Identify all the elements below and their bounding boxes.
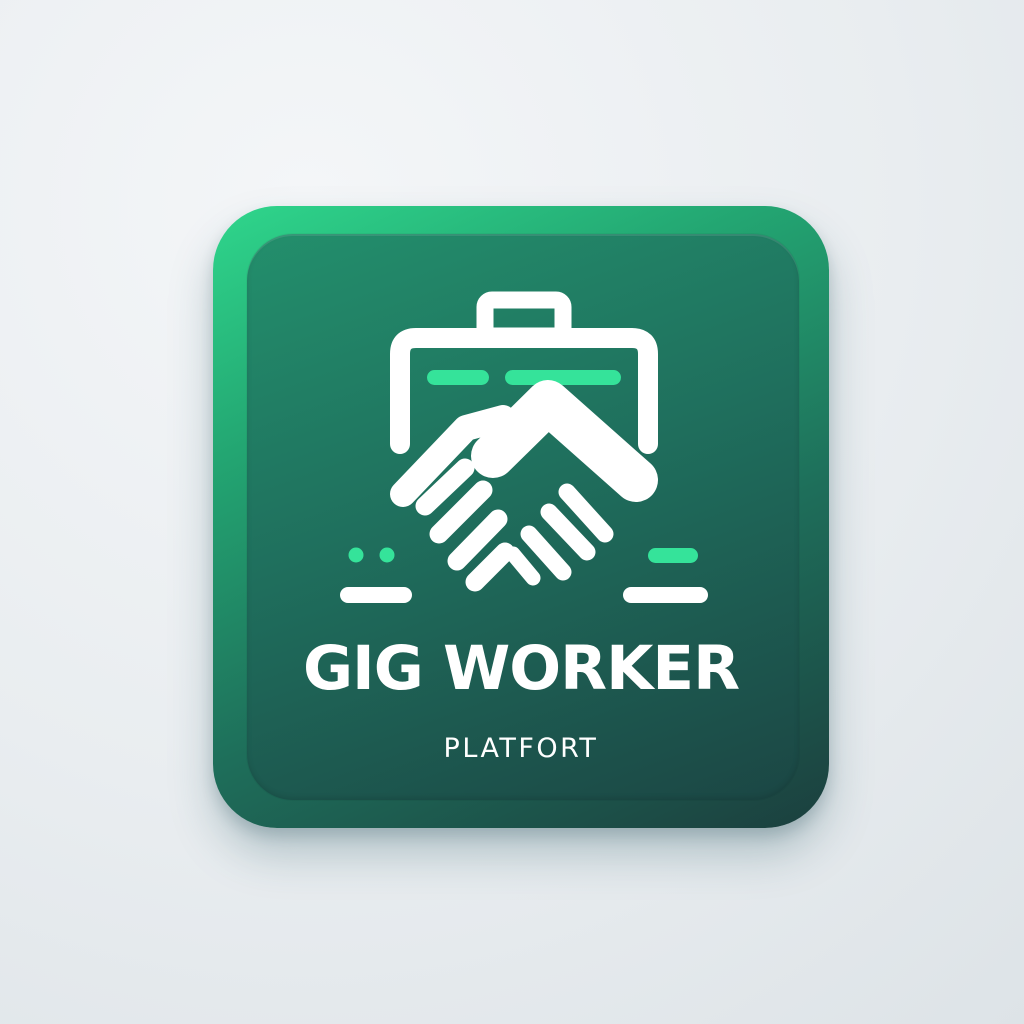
briefcase-stripe-left bbox=[427, 370, 489, 385]
handshake-icon bbox=[390, 380, 658, 592]
brand-title: GIG WORKER bbox=[302, 633, 740, 704]
motion-dot-left-1 bbox=[348, 547, 364, 563]
app-icon[interactable]: GIG WORKER PLATFORT bbox=[213, 206, 829, 828]
briefcase-handshake-icon bbox=[340, 291, 708, 603]
briefcase-stripe-right bbox=[505, 370, 621, 385]
motion-dash-right bbox=[623, 587, 708, 603]
brand-subtitle: PLATFORT bbox=[443, 733, 599, 764]
motion-dash-right-accent bbox=[648, 548, 698, 563]
motion-dot-left-2 bbox=[379, 547, 395, 563]
briefcase-body bbox=[390, 328, 658, 454]
motion-dash-left bbox=[340, 587, 412, 603]
